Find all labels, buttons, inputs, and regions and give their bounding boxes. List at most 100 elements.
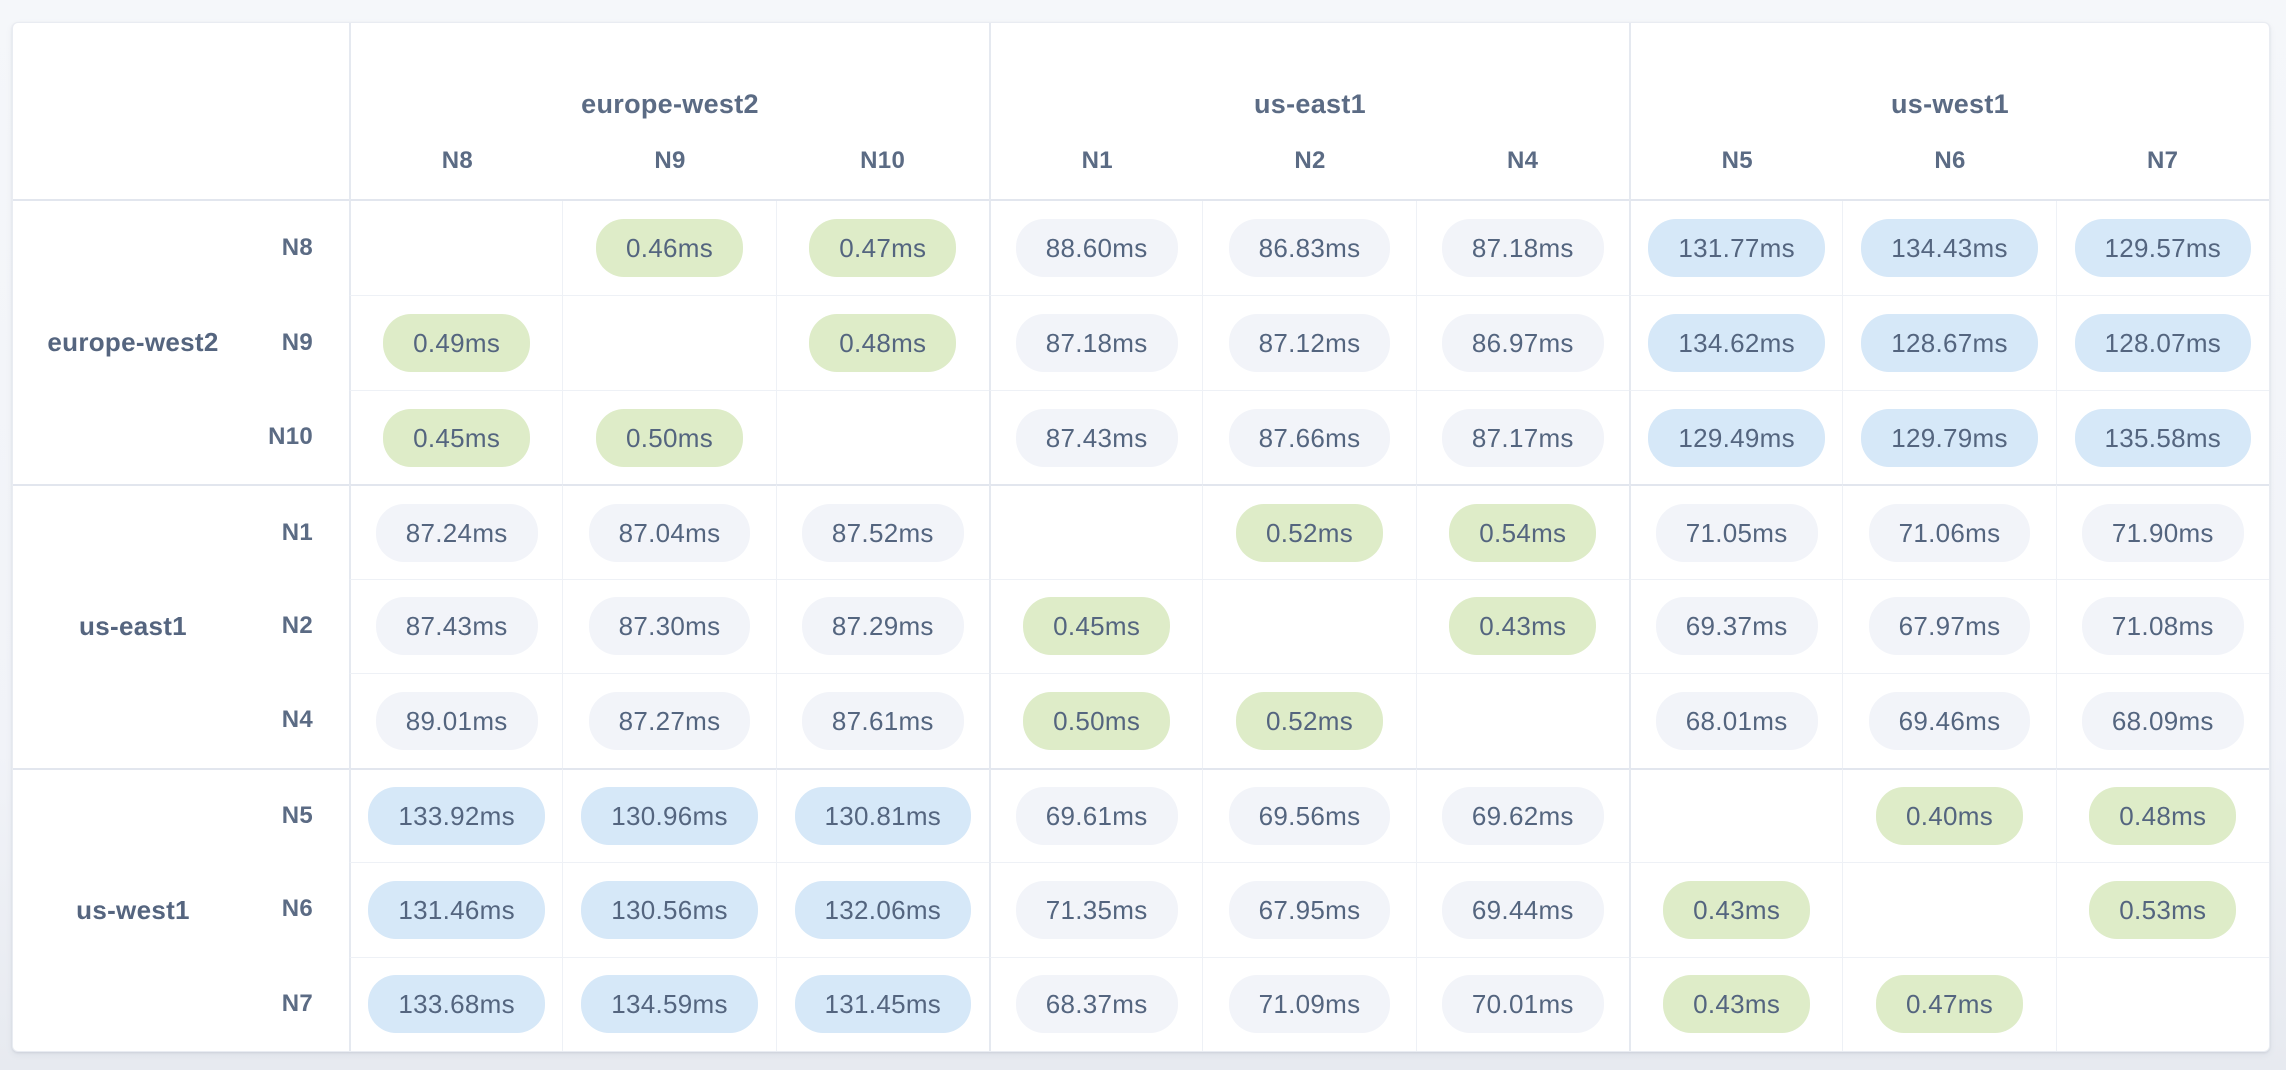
- latency-pill: 68.01ms: [1655, 691, 1818, 750]
- latency-pill: 0.45ms: [383, 408, 531, 467]
- latency-cell: 0.46ms: [562, 201, 775, 296]
- latency-pill: 87.29ms: [801, 597, 964, 656]
- latency-cell: 87.27ms: [562, 673, 776, 768]
- node-row-label: N1: [253, 484, 349, 578]
- node-col-label: N5: [1721, 147, 1753, 174]
- latency-cell: 130.56ms: [562, 862, 776, 957]
- latency-pill: 71.06ms: [1868, 503, 2031, 562]
- latency-pill: 128.67ms: [1861, 314, 2038, 373]
- latency-cell: 87.52ms: [775, 484, 989, 579]
- node-row-label: N8: [281, 234, 313, 262]
- row-region-label: us-east1: [13, 484, 253, 767]
- latency-cell: 68.01ms: [1628, 673, 1843, 768]
- latency-cell-empty: [988, 484, 1203, 579]
- latency-cell: 133.92ms: [349, 767, 563, 863]
- latency-pill: 68.37ms: [1015, 975, 1178, 1034]
- node-row-label: N4: [281, 706, 313, 734]
- col-group-header: us-east1 N1 N2 N4: [988, 23, 1629, 201]
- latency-cell: 87.12ms: [1202, 295, 1416, 390]
- latency-pill: 0.43ms: [1449, 597, 1597, 656]
- col-group-header: us-west1 N5 N6 N7: [1628, 23, 2269, 201]
- latency-pill: 87.12ms: [1228, 314, 1391, 373]
- latency-cell: 68.37ms: [988, 956, 1203, 1051]
- latency-cell: 71.90ms: [2055, 484, 2269, 579]
- latency-pill: 88.60ms: [1015, 219, 1178, 278]
- latency-pill: 0.40ms: [1875, 786, 2024, 845]
- latency-cell: 69.46ms: [1842, 673, 2056, 768]
- node-col-label: N2: [1294, 147, 1326, 174]
- latency-pill: 87.04ms: [588, 503, 751, 562]
- latency-cell: 87.04ms: [562, 484, 776, 579]
- latency-pill: 134.59ms: [581, 975, 758, 1034]
- node-col-label: N7: [2147, 147, 2179, 174]
- latency-pill: 133.92ms: [368, 786, 545, 845]
- latency-cell-empty: [1202, 578, 1416, 674]
- latency-pill: 87.52ms: [801, 503, 964, 562]
- latency-cell-empty: [1628, 767, 1843, 863]
- latency-pill: 132.06ms: [794, 880, 972, 939]
- latency-pill: 134.43ms: [1861, 219, 2038, 278]
- node-col-label: N6: [1934, 147, 1966, 174]
- latency-cell: 0.40ms: [1842, 767, 2056, 863]
- col-node-labels: N8 N9 N10: [351, 147, 989, 175]
- latency-pill: 87.43ms: [375, 597, 538, 656]
- latency-cell: 86.97ms: [1415, 295, 1629, 390]
- latency-pill: 71.08ms: [2081, 597, 2244, 656]
- latency-cell: 0.43ms: [1415, 578, 1629, 674]
- latency-cell: 71.05ms: [1628, 484, 1843, 579]
- latency-pill: 0.52ms: [1235, 503, 1384, 562]
- latency-pill: 130.96ms: [581, 786, 758, 845]
- latency-cell-empty: [349, 201, 562, 296]
- latency-pill: 0.49ms: [383, 314, 531, 373]
- node-row-label: N5: [253, 767, 349, 862]
- matrix-corner-cell: [13, 23, 349, 201]
- latency-pill: 69.56ms: [1228, 786, 1391, 845]
- latency-cell: 0.52ms: [1202, 673, 1416, 768]
- latency-cell: 88.60ms: [988, 201, 1202, 296]
- latency-pill: 0.50ms: [1023, 691, 1171, 750]
- latency-pill: 0.50ms: [595, 408, 744, 467]
- node-row-label: N7: [281, 989, 313, 1017]
- latency-cell: 68.09ms: [2055, 673, 2269, 768]
- col-node-labels: N5 N6 N7: [1631, 147, 2269, 175]
- latency-pill: 71.90ms: [2081, 503, 2244, 562]
- latency-cell: 69.56ms: [1202, 767, 1416, 863]
- latency-cell: 134.59ms: [562, 956, 776, 1051]
- latency-pill: 87.30ms: [588, 597, 751, 656]
- latency-pill: 71.35ms: [1015, 880, 1178, 939]
- latency-pill: 87.43ms: [1015, 408, 1178, 467]
- latency-cell: 87.18ms: [1415, 201, 1629, 296]
- latency-cell: 128.67ms: [1842, 295, 2056, 390]
- latency-cell: 71.35ms: [988, 862, 1203, 957]
- latency-pill: 87.66ms: [1228, 408, 1391, 467]
- latency-pill: 68.09ms: [2081, 691, 2244, 750]
- latency-pill: 0.46ms: [595, 219, 744, 278]
- latency-pill: 131.77ms: [1648, 219, 1825, 278]
- latency-pill: 87.18ms: [1441, 219, 1604, 278]
- latency-cell: 130.96ms: [562, 767, 776, 863]
- latency-cell: 0.52ms: [1202, 484, 1416, 579]
- latency-cell: 0.54ms: [1415, 484, 1629, 579]
- latency-cell: 135.58ms: [2055, 389, 2269, 485]
- latency-pill: 69.44ms: [1441, 880, 1604, 939]
- col-node-labels: N1 N2 N4: [991, 147, 1629, 175]
- latency-pill: 86.83ms: [1228, 219, 1391, 278]
- latency-pill: 86.97ms: [1441, 314, 1604, 373]
- latency-matrix: europe-west2 N8 N9 N10 us-east1 N1 N2 N4 us-west…: [13, 23, 2269, 1051]
- latency-cell-empty: [2055, 956, 2269, 1051]
- latency-cell: 87.24ms: [349, 484, 563, 579]
- latency-cell: 87.18ms: [988, 295, 1203, 390]
- latency-pill: 133.68ms: [368, 975, 545, 1034]
- latency-cell: 0.43ms: [1628, 956, 1843, 1051]
- latency-pill: 129.49ms: [1648, 408, 1825, 467]
- col-region-label: europe-west2: [581, 89, 759, 119]
- col-region-label: us-west1: [1891, 89, 2009, 119]
- latency-pill: 130.81ms: [794, 786, 972, 845]
- latency-cell: 87.43ms: [349, 578, 563, 674]
- latency-pill: 0.47ms: [809, 219, 957, 278]
- latency-pill: 129.79ms: [1861, 408, 2038, 467]
- latency-pill: 0.43ms: [1663, 880, 1811, 939]
- node-col-label: N1: [1081, 147, 1113, 174]
- latency-cell: 131.45ms: [775, 956, 989, 1051]
- node-col-label: N8: [441, 147, 473, 174]
